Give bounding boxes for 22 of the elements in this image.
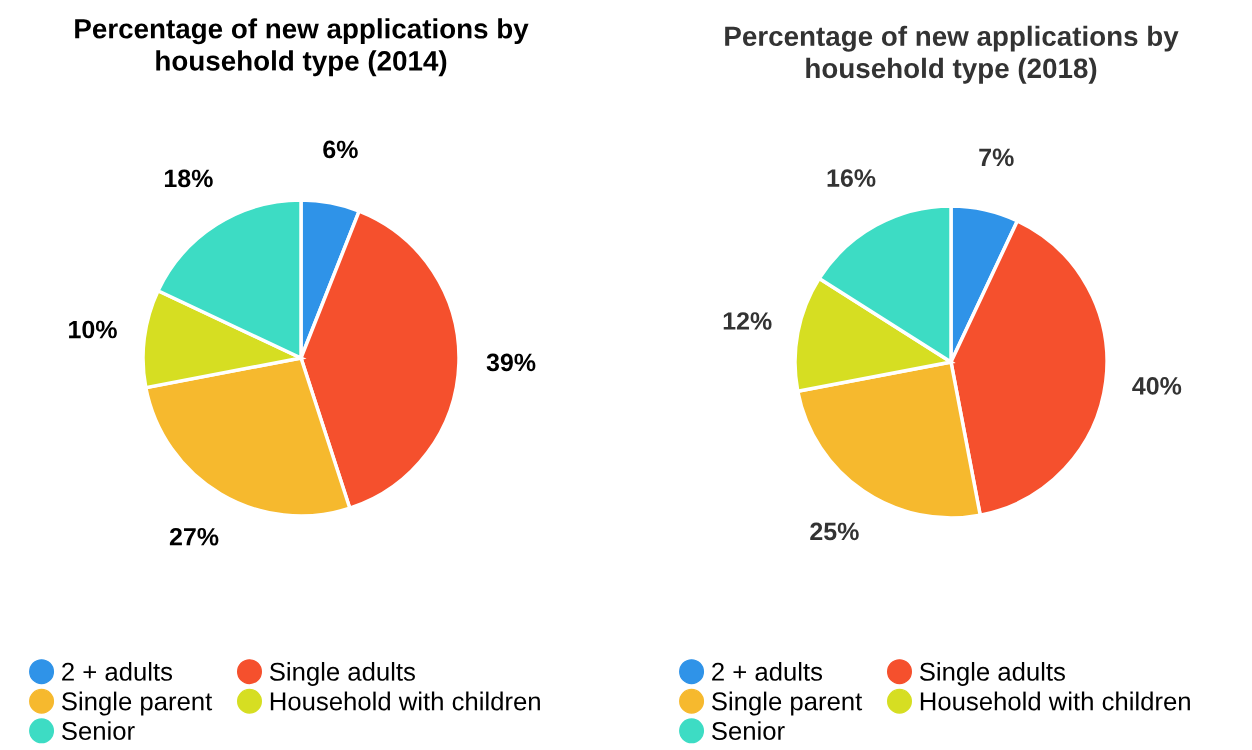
- chart-title: Percentage of new applications by household type (2018): [725, 25, 1179, 84]
- data-label: 12%: [723, 312, 772, 330]
- data-label: 6%: [323, 140, 358, 159]
- data-label: 7%: [979, 148, 1014, 167]
- legend-label: Single parent: [712, 691, 863, 716]
- data-label: 18%: [164, 169, 213, 188]
- chart-title: Percentage of new applications by household type (2014): [75, 18, 529, 77]
- legend-label: 2 + adults: [712, 662, 823, 681]
- legend-label: Single parent: [62, 691, 213, 716]
- legend-label: Senior: [712, 721, 785, 741]
- legend-label: Household with children: [270, 691, 540, 711]
- legend-label: Single adults: [919, 662, 1065, 686]
- legend-label: Single adults: [269, 662, 415, 686]
- data-label: 25%: [810, 522, 859, 541]
- data-label: 40%: [1132, 377, 1182, 395]
- legend-label: Household with children: [920, 691, 1190, 711]
- data-label: 10%: [69, 320, 117, 339]
- data-label: 27%: [169, 527, 219, 546]
- data-label: 16%: [827, 169, 876, 187]
- legend-label: Senior: [62, 721, 135, 741]
- legend-label: 2 + adults: [62, 662, 173, 681]
- data-label: 39%: [486, 353, 536, 372]
